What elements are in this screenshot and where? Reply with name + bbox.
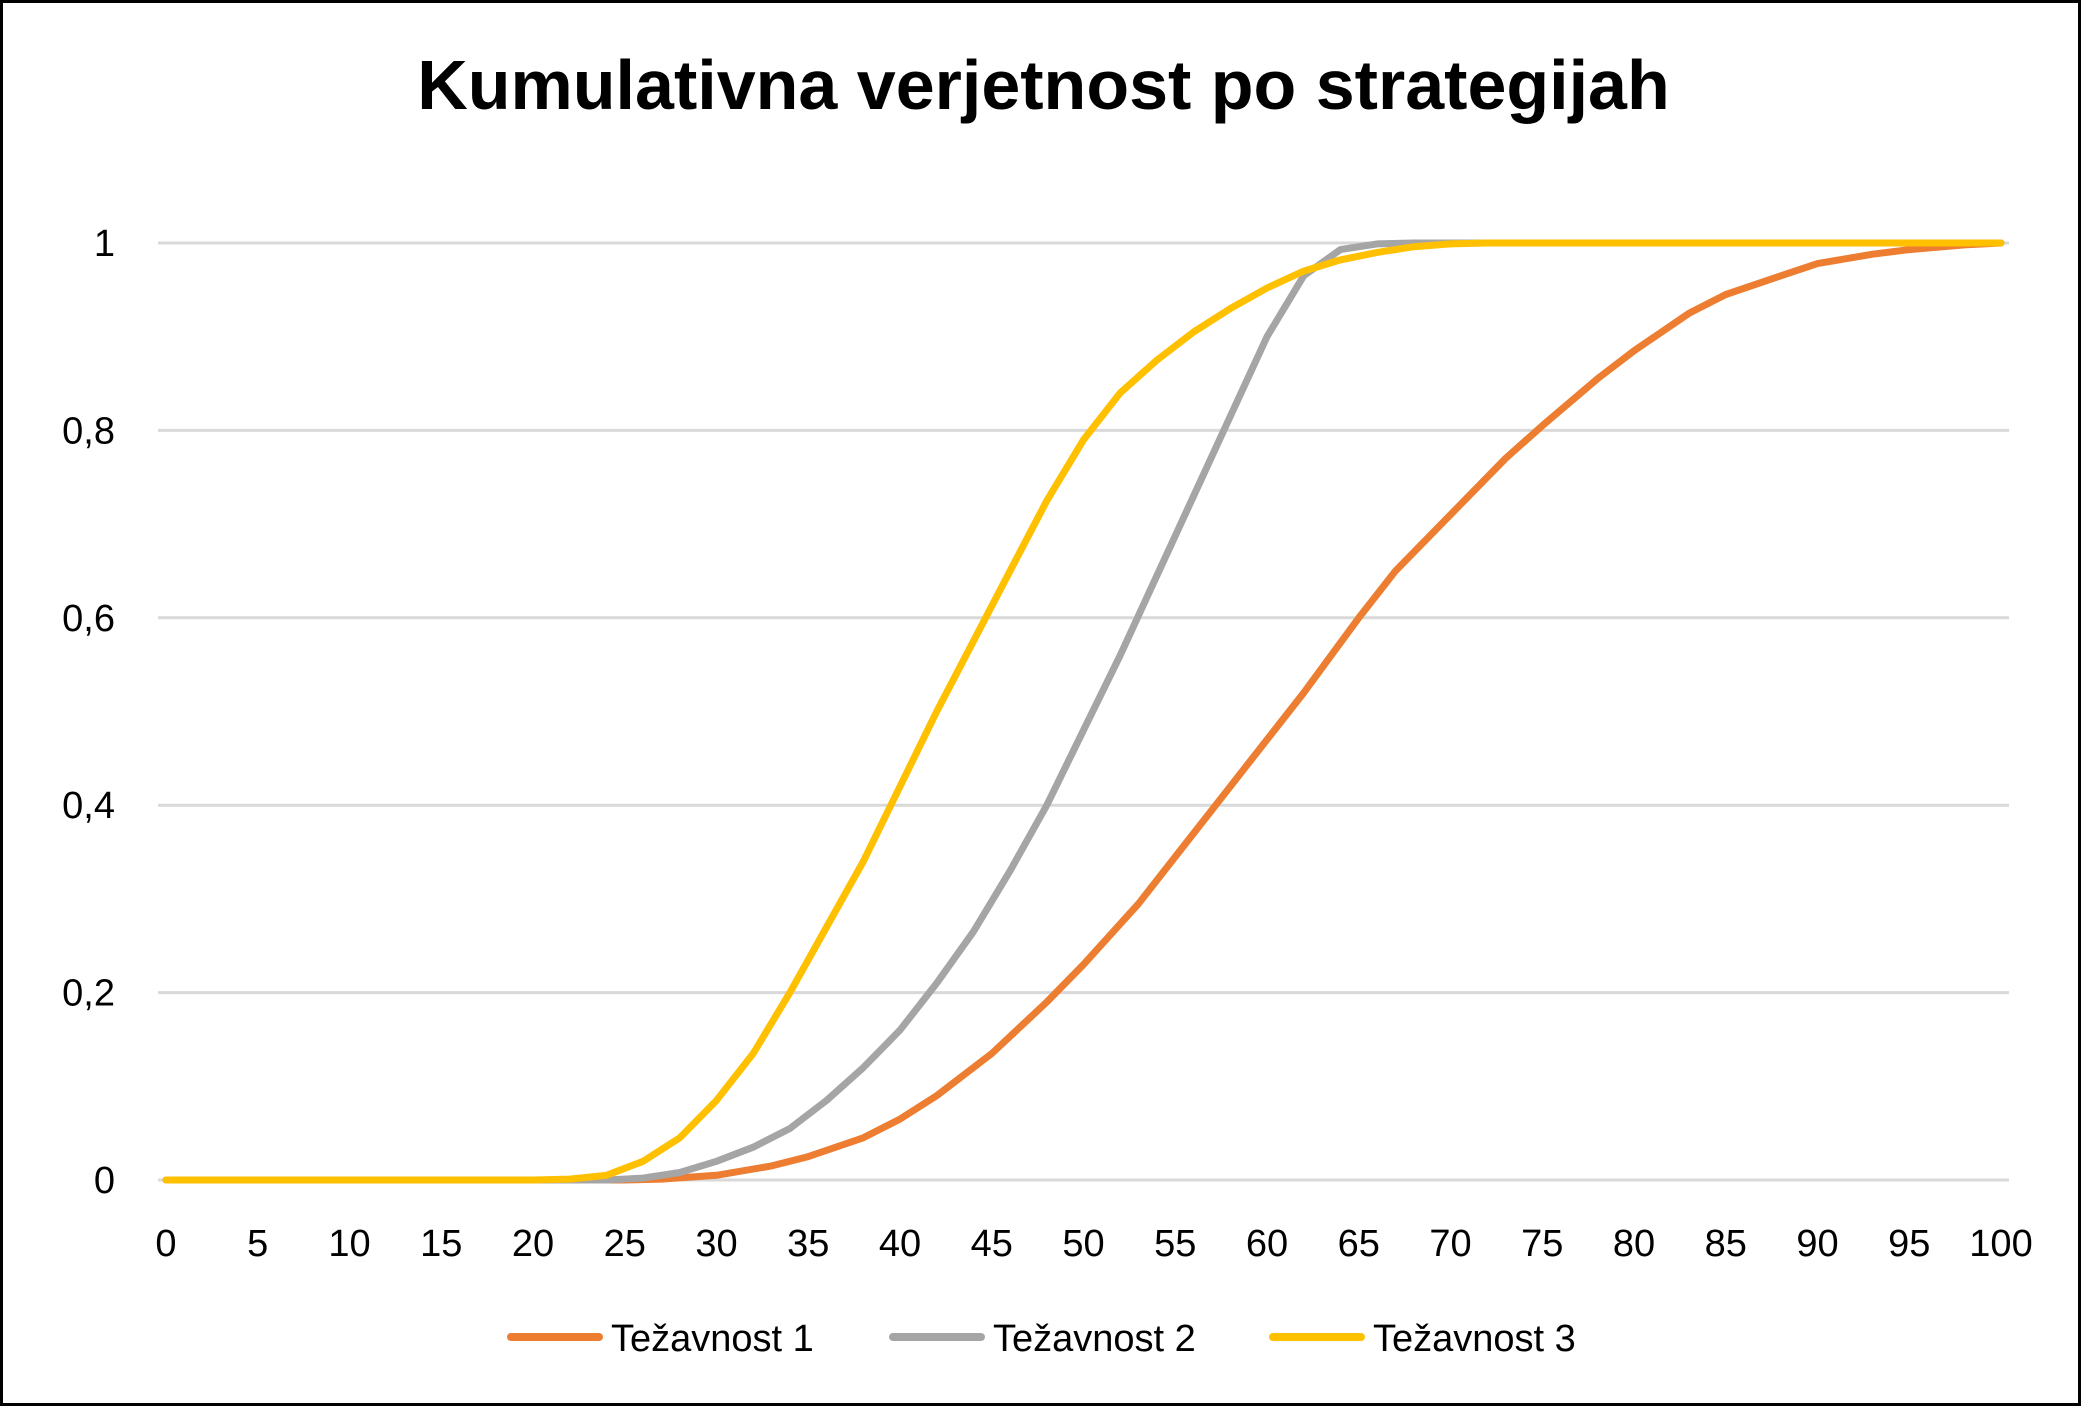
x-axis-ticks: 0 5 10 15 20 25 30 35 40 45 50 55 60 65 70 75 80 85 90 95 10… <box>155 1223 2032 1265</box>
x-tick-label: 75 <box>1521 1223 1563 1265</box>
series-line-2 <box>162 239 2005 1184</box>
x-tick-label: 15 <box>420 1223 462 1265</box>
series-lines <box>162 239 2005 1184</box>
y-tick-label: 0,4 <box>62 785 115 827</box>
y-tick-label: 0,6 <box>62 598 115 640</box>
x-tick-label: 20 <box>512 1223 554 1265</box>
x-tick-label: 70 <box>1429 1223 1471 1265</box>
x-tick-label: 25 <box>604 1223 646 1265</box>
legend-item-3: Težavnost 3 <box>1269 1318 1576 1360</box>
y-tick-label: 0,2 <box>62 973 115 1015</box>
x-tick-label: 80 <box>1613 1223 1655 1265</box>
x-tick-label: 90 <box>1796 1223 1838 1265</box>
x-tick-label: 50 <box>1062 1223 1104 1265</box>
chart-title: Kumulativna verjetnost po strategijah <box>417 46 1670 124</box>
x-tick-label: 65 <box>1338 1223 1380 1265</box>
chart-plot: 0 0,2 0,4 0,6 0,8 1 0 5 10 15 20 25 30 35 40 45 50 55 60 6… <box>62 223 2033 1360</box>
x-tick-label: 60 <box>1246 1223 1288 1265</box>
legend-item-2: Težavnost 2 <box>889 1318 1196 1360</box>
x-tick-label: 95 <box>1888 1223 1930 1265</box>
series-line-1 <box>162 239 2005 1184</box>
legend: Težavnost 1 Težavnost 2 Težavnost 3 <box>507 1318 1576 1360</box>
x-tick-label: 45 <box>971 1223 1013 1265</box>
x-tick-label: 0 <box>155 1223 176 1265</box>
x-tick-label: 10 <box>328 1223 370 1265</box>
x-tick-label: 35 <box>787 1223 829 1265</box>
y-axis-ticks: 0 0,2 0,4 0,6 0,8 1 <box>62 223 115 1202</box>
legend-label: Težavnost 3 <box>1373 1318 1576 1360</box>
y-tick-label: 0 <box>94 1160 115 1202</box>
x-tick-label: 30 <box>695 1223 737 1265</box>
legend-label: Težavnost 2 <box>993 1318 1196 1360</box>
x-tick-label: 85 <box>1705 1223 1747 1265</box>
legend-item-1: Težavnost 1 <box>507 1318 814 1360</box>
x-tick-label: 40 <box>879 1223 921 1265</box>
y-tick-label: 1 <box>94 223 115 265</box>
legend-label: Težavnost 1 <box>611 1318 814 1360</box>
x-tick-label: 100 <box>1969 1223 2032 1265</box>
series-line-3 <box>162 239 2005 1184</box>
x-tick-label: 5 <box>247 1223 268 1265</box>
x-tick-label: 55 <box>1154 1223 1196 1265</box>
grid-lines <box>158 241 2009 1182</box>
y-tick-label: 0,8 <box>62 410 115 452</box>
